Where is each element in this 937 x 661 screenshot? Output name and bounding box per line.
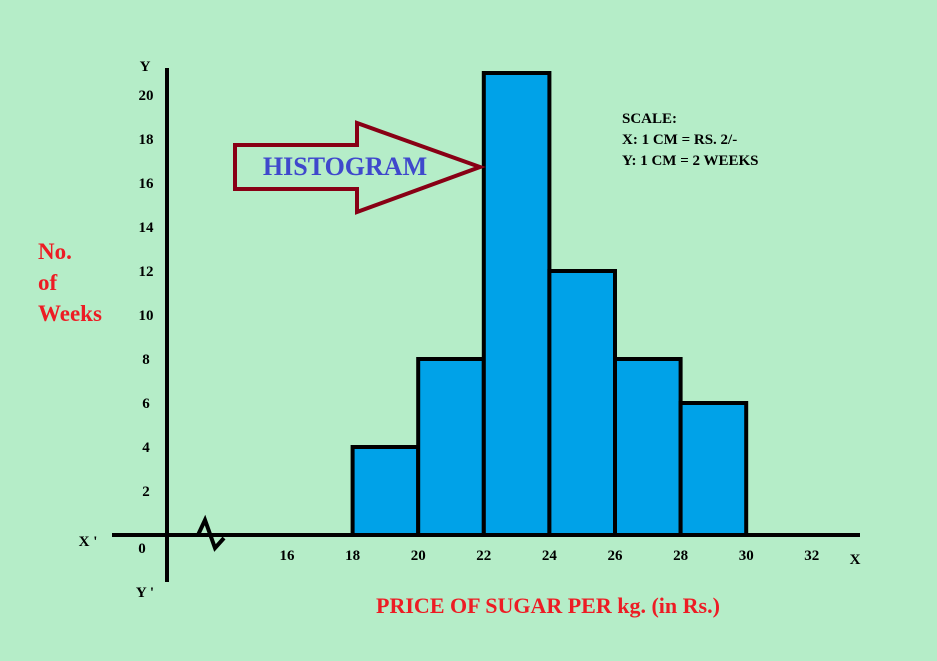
y-tick-label: 2: [142, 484, 150, 500]
y-tick-label: 6: [142, 396, 150, 412]
x-tick-label: 26: [608, 548, 624, 564]
y-axis-title: No. of Weeks: [38, 239, 102, 326]
y-tick-label: 12: [139, 264, 154, 280]
y-axis-title-line: Weeks: [38, 301, 102, 326]
x-tick-label: 20: [411, 548, 426, 564]
y-tick-label: 14: [139, 220, 155, 236]
y-axis-title-line: No.: [38, 239, 72, 264]
scale-heading: SCALE:: [622, 111, 677, 127]
x-tick-label: 16: [280, 548, 296, 564]
histogram-bar-24-26: [547, 269, 618, 537]
y-tick-labels: 2 4 6 8 10 12 14 16 18 20: [139, 88, 155, 500]
y-tick-label: 20: [139, 88, 154, 104]
bars-group: [350, 71, 749, 537]
histogram-bar-28-30: [678, 401, 749, 537]
scale-y: Y: 1 CM = 2 WEEKS: [622, 153, 759, 169]
x-tick-label: 32: [804, 548, 819, 564]
histogram-bar-18-20: [350, 445, 421, 537]
chart-title: HISTOGRAM: [263, 152, 427, 181]
y-tick-label: 18: [139, 132, 154, 148]
x-tick-label: 28: [673, 548, 688, 564]
title-arrow: [233, 120, 486, 215]
y-tick-label: 10: [139, 308, 154, 324]
x-tick-label: 24: [542, 548, 558, 564]
y-tick-label: 8: [142, 352, 150, 368]
x-axis-title: PRICE OF SUGAR PER kg. (in Rs.): [376, 593, 720, 618]
x-tick-label: 30: [739, 548, 754, 564]
axis-label-y: Y: [140, 59, 151, 75]
axis-label-x-neg: X ': [79, 534, 98, 550]
y-tick-label: 16: [139, 176, 155, 192]
axis-break-mark: [196, 514, 226, 552]
x-tick-label: 18: [345, 548, 360, 564]
axis-label-y-neg: Y ': [136, 585, 154, 601]
histogram-bar-22-24: [481, 71, 552, 537]
histogram-bar-20-22: [416, 357, 486, 537]
y-axis-title-line: of: [38, 270, 58, 295]
x-tick-label: 22: [476, 548, 491, 564]
scale-x: X: 1 CM = RS. 2/-: [622, 132, 737, 148]
origin-label: 0: [138, 541, 146, 557]
axis-label-x: X: [850, 552, 861, 568]
x-tick-labels: 16 18 20 22 24 26 28 30 32: [280, 548, 820, 564]
histogram-bar-26-28: [613, 357, 683, 537]
y-tick-label: 4: [142, 440, 150, 456]
